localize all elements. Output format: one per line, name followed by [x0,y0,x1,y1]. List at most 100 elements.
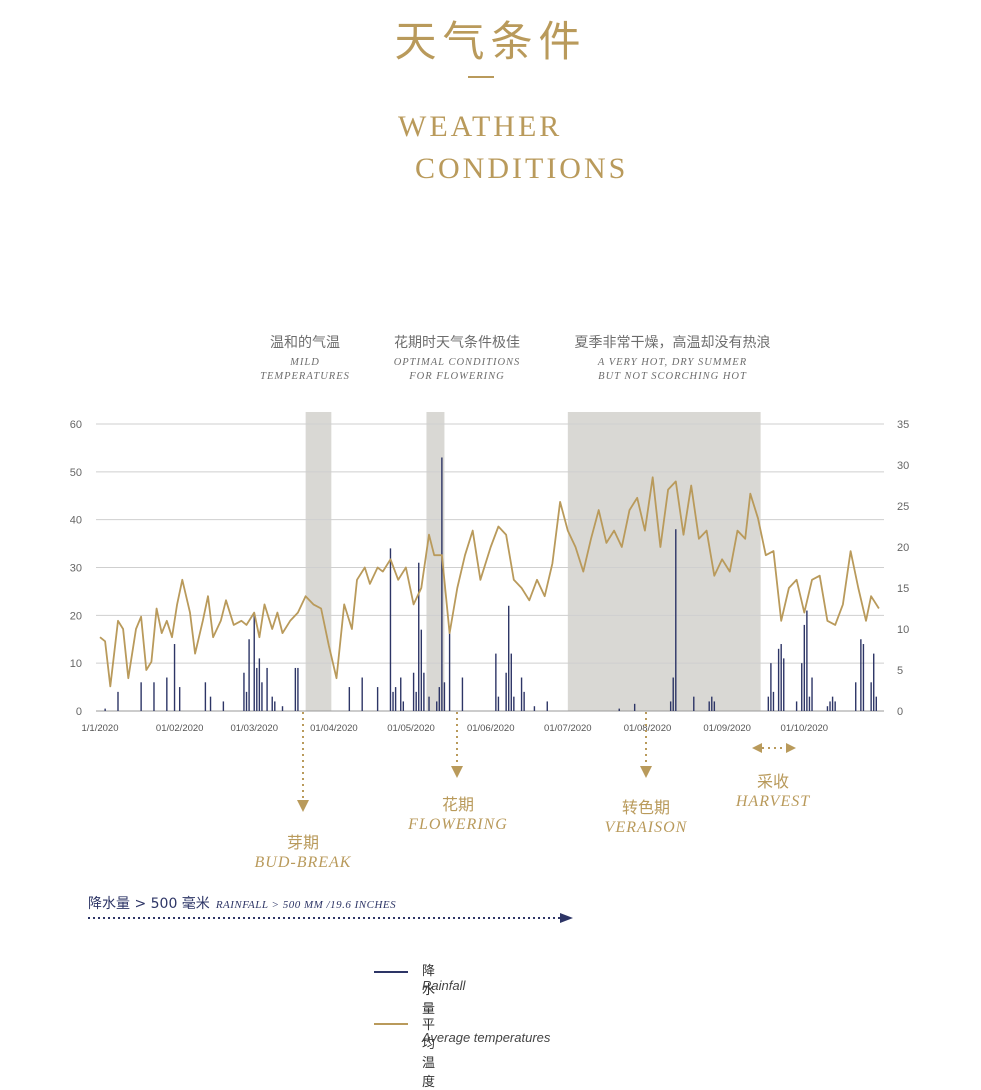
rainfall-bar [873,653,875,711]
stage-label-en: HARVEST [735,793,811,810]
rainfall-note-arrow [88,913,573,923]
rainfall-bar [418,562,420,711]
title-divider [468,76,494,78]
period-label-cn: 夏季非常干燥，高温却没有热浪 [574,335,771,351]
rainfall-bar [783,658,785,711]
x-tick-label: 01/07/2020 [544,723,592,734]
period-label-summer: 夏季非常干燥，高温却没有热浪 A VERY HOT, DRY SUMMER BU… [550,332,795,384]
stage-label-cn: 转色期 [621,798,670,817]
rainfall-bar [178,687,181,711]
left-tick-label: 40 [70,515,82,527]
rainfall-bar [394,687,397,711]
legend-label-cn: 降水量 [422,964,436,1017]
rainfall-bar [443,682,446,711]
rainfall-bar [672,677,674,711]
period-label-cn: 花期时天气条件极佳 [394,335,520,351]
x-tick-label: 01/06/2020 [467,723,515,734]
rainfall-bar [801,663,803,711]
x-tick-label: 01/04/2020 [310,723,358,734]
left-tick-label: 10 [70,658,82,670]
left-axis-ticks: 0 10 20 30 40 50 60 [70,419,82,718]
rainfall-bar [808,696,811,711]
rainfall-bar [361,677,363,711]
rainfall-bar [258,658,261,711]
rainfall-bar [392,691,394,711]
weather-chart: 0 10 20 30 40 50 60 0 5 10 15 20 25 30 35 1/1/2020 01/… [70,412,909,734]
period-label-en-line1: A VERY HOT, DRY SUMMER [597,357,748,368]
rainfall-note-en: RAINFALL > 500 MM /19.6 INCHES [215,899,397,911]
stage-flowering: 花期 FLOWERING [388,791,528,834]
stage-arrows [297,712,796,812]
veraison-arrow [640,712,652,778]
period-label-en-line1: MILD [290,357,320,368]
rainfall-bar [633,703,636,711]
rainfall-bar [438,687,441,711]
harvest-arrow [752,743,796,753]
rainfall-bar [829,701,831,711]
shaded-period [305,412,332,711]
rainfall-bar [495,653,497,711]
right-tick-label: 35 [897,419,909,431]
rainfall-bar [281,706,284,711]
rainfall-bar [523,691,525,711]
left-tick-label: 30 [70,563,82,575]
page-title-en-line2: CONDITIONS [415,152,629,185]
period-label-en-line2: FOR FLOWERING [409,371,505,382]
stage-label-en: FLOWERING [408,816,508,833]
rainfall-bar [348,687,351,711]
rainfall-bar [803,624,806,711]
period-label-en-line2: TEMPERATURES [260,371,350,382]
rainfall-bars [104,457,877,711]
period-label-en-line2: BUT NOT SCORCHING HOT [598,371,747,382]
rainfall-bar [209,696,212,711]
rainfall-bar [510,653,512,711]
rainfall-bar [436,701,438,711]
temperature-series-line [99,476,880,688]
shaded-periods [305,412,761,711]
period-label-cn: 温和的气温 [270,335,340,351]
stage-harvest: 采收 HARVEST [703,768,843,811]
rainfall-bar [294,667,297,711]
right-tick-label: 30 [897,460,909,472]
period-label-en: MILD TEMPERATURES [225,356,385,384]
right-tick-label: 20 [897,542,909,554]
rainfall-bar [256,667,258,711]
temperature-line [99,476,880,688]
x-tick-label: 01/03/2020 [230,723,278,734]
rainfall-bar [811,677,813,711]
rainfall-bar [243,672,245,711]
left-tick-label: 50 [70,467,82,479]
stage-label-cn: 采收 [756,772,789,791]
rainfall-bar [402,701,405,711]
right-tick-label: 10 [897,624,909,636]
rainfall-bar [423,672,425,711]
period-label-en: A VERY HOT, DRY SUMMER BUT NOT SCORCHING… [550,356,795,384]
rainfall-bar [826,706,829,711]
rainfall-bar [870,682,872,711]
rainfall-bar [266,667,268,711]
x-tick-label: 01/09/2020 [703,723,751,734]
x-tick-label: 01/02/2020 [156,723,204,734]
rainfall-bar [780,644,782,711]
rainfall-bar [412,672,415,711]
legend-label-en: Average temperatures [422,1030,551,1045]
rainfall-bar [513,696,515,711]
stage-label-en: BUD-BREAK [254,854,352,871]
period-label-en: OPTIMAL CONDITIONS FOR FLOWERING [362,356,552,384]
shaded-period [567,412,761,711]
rainfall-bar [415,691,417,711]
x-tick-label: 01/05/2020 [387,723,435,734]
rainfall-bar [713,701,716,711]
rainfall-bar [546,701,548,711]
rainfall-bar [253,615,255,711]
period-label-flowering: 花期时天气条件极佳 OPTIMAL CONDITIONS FOR FLOWERI… [362,332,552,384]
rainfall-bar [767,696,770,711]
rainfall-bar [271,696,273,711]
stage-label-en: VERAISON [604,819,688,836]
rainfall-bar [777,648,780,711]
right-axis-ticks: 0 5 10 15 20 25 30 35 [897,419,909,718]
left-tick-label: 60 [70,419,82,431]
rainfall-bar [770,663,772,711]
rainfall-bar [166,677,168,711]
rainfall-bar [855,682,857,711]
